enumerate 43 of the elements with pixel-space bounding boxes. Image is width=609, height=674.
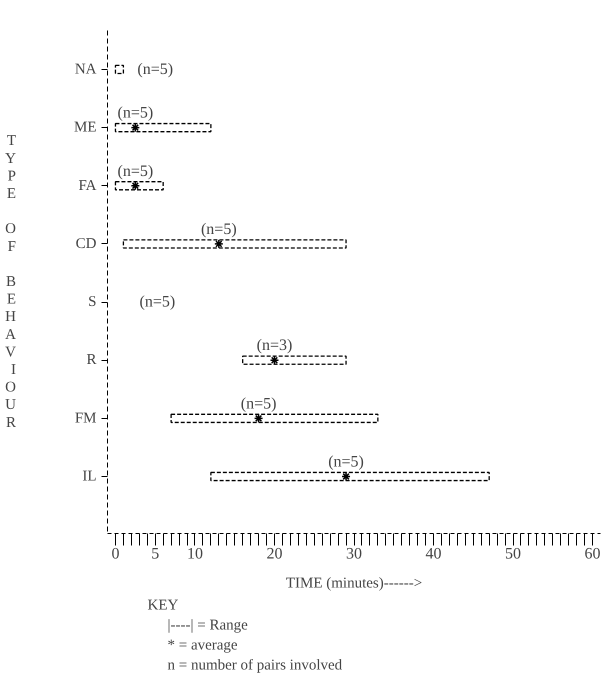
text: n = number of pairs involved	[168, 658, 343, 674]
y-tick-label: FA	[78, 178, 97, 194]
y-tick-label: S	[88, 294, 96, 310]
y-tick-label: CD	[76, 236, 97, 252]
text: |----| = Range	[168, 618, 248, 634]
annotation: (n=3)	[256, 337, 292, 354]
x-tick-label: 20	[266, 546, 282, 562]
x-tick-label: 50	[505, 546, 522, 562]
point	[341, 472, 351, 482]
annotation: (n=5)	[140, 294, 176, 311]
point	[270, 355, 280, 365]
annotation: (n=5)	[240, 395, 276, 412]
annotation: (n=5)	[117, 104, 154, 122]
bar	[210, 472, 490, 482]
point	[130, 181, 140, 191]
text: TYPE OF BEHAVIOUR	[5, 133, 16, 431]
point	[130, 122, 140, 132]
x-axis-title: TIME (minutes)------>	[286, 576, 422, 592]
x-tick-label: 40	[426, 546, 442, 562]
x-tick-label: 10	[186, 546, 203, 562]
bar	[242, 355, 347, 365]
bar	[122, 239, 347, 249]
bar	[114, 181, 164, 190]
x-tick-label: 0	[111, 546, 120, 562]
bar	[170, 414, 379, 424]
x-tick-label: 30	[346, 546, 362, 562]
point	[254, 414, 264, 424]
y-tick-label: NA	[74, 61, 97, 78]
annotation: (n=5)	[328, 454, 364, 471]
y-tick-label: R	[86, 352, 97, 368]
annotation: (n=5)	[117, 162, 154, 180]
bar	[114, 64, 124, 74]
point	[214, 239, 224, 249]
y-tick-label: IL	[82, 468, 97, 485]
x-tick-label: 60	[584, 546, 601, 562]
text: * = average	[168, 638, 238, 654]
annotation: (n=5)	[137, 60, 174, 78]
text: KEY	[148, 598, 178, 614]
bar	[114, 122, 212, 132]
annotation: (n=5)	[200, 220, 237, 238]
y-tick-label: FM	[74, 410, 97, 426]
y-tick-label: ME	[74, 120, 96, 136]
x-tick-label: 5	[151, 546, 160, 562]
